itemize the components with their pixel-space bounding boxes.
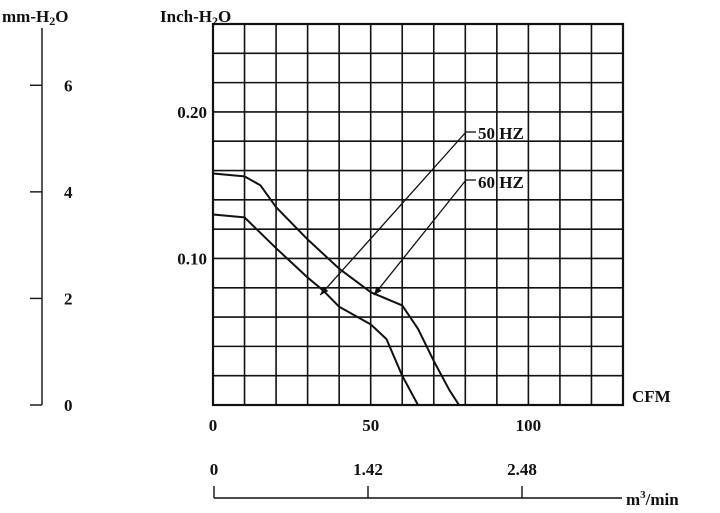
y-tick-label: 0.20	[177, 103, 207, 122]
x-tick-label: 50	[362, 416, 379, 435]
primary-y-axis-label: Inch-H2O	[160, 7, 231, 28]
annotation-layer: 50 HZ 60 HZ	[319, 124, 524, 296]
left-axis-label-text: mm-H	[2, 7, 49, 26]
annotation-leader	[319, 131, 467, 296]
left-axis-label-sub: 2	[49, 14, 55, 28]
left-axis-label-tail: O	[55, 7, 68, 26]
left-axis-label: mm-H2O	[2, 7, 68, 28]
y-tick-label: 0.10	[177, 249, 207, 268]
secondary-x-axis-label-text: m	[626, 490, 640, 509]
left-axis-tick-label: 2	[64, 289, 73, 308]
secondary-x-tick-label: 0	[210, 460, 219, 479]
annotation-arrowhead	[373, 286, 382, 296]
primary-x-tick-labels: 0 50 100	[209, 416, 541, 435]
x-tick-label: 100	[516, 416, 542, 435]
primary-y-axis-label-tail: O	[218, 7, 231, 26]
secondary-x-tick-label: 2.48	[507, 460, 537, 479]
secondary-x-axis-label: m3/min	[626, 489, 679, 509]
primary-y-axis-label-text: Inch-H	[160, 7, 212, 26]
left-axis-tick-label: 6	[64, 76, 73, 95]
left-axis-tick-label: 4	[64, 183, 73, 202]
secondary-x-axis-label-sup: 3	[640, 489, 646, 501]
series-line-50hz	[212, 213, 419, 406]
left-axis-tick-label: 0	[64, 396, 73, 415]
secondary-x-tick-label: 1.42	[353, 460, 383, 479]
annotation-label: 50 HZ	[478, 124, 524, 143]
plot-grid	[211, 22, 625, 407]
plot-frame	[211, 22, 625, 407]
annotation-arrowhead	[320, 286, 329, 296]
primary-x-axis-label: CFM	[632, 387, 671, 406]
series-layer	[212, 172, 460, 406]
primary-y-axis-label-sub: 2	[212, 14, 218, 28]
secondary-x-ticks: 0 1.42 2.48	[210, 460, 537, 498]
secondary-x-axis-label-tail: /min	[645, 490, 680, 509]
x-tick-label: 0	[209, 416, 218, 435]
annotation-leader	[373, 179, 467, 296]
series-line-60hz	[212, 172, 460, 406]
left-axis-ticks: 0 2 4 6	[30, 76, 73, 415]
primary-y-tick-labels: 0.10 0.20	[177, 103, 207, 269]
annotation-label: 60 HZ	[478, 173, 524, 192]
